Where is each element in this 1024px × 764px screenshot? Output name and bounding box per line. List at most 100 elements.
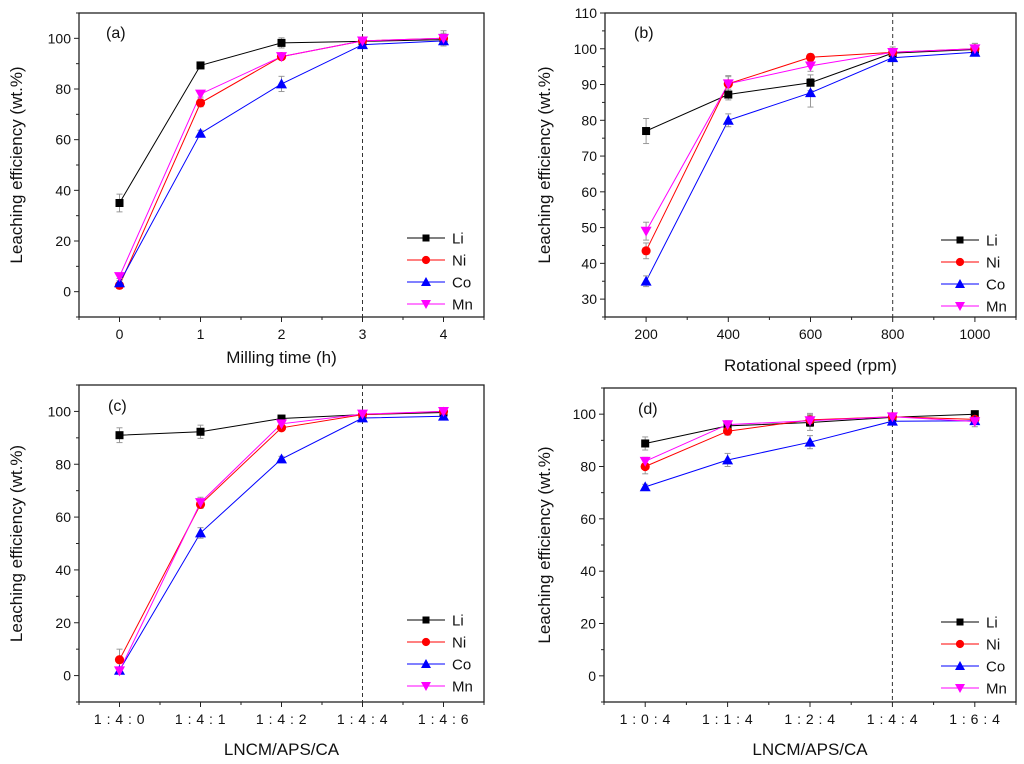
- data-point: [642, 127, 651, 136]
- y-tick-label: 100: [574, 41, 598, 57]
- data-point: [804, 436, 816, 447]
- legend-marker: [421, 300, 431, 309]
- y-tick-label: 100: [48, 403, 72, 419]
- legend-marker: [955, 684, 965, 693]
- legend-label: Li: [986, 615, 998, 632]
- data-point: [640, 275, 652, 286]
- x-tick-label: 1: [197, 326, 205, 342]
- data-point: [805, 61, 816, 72]
- legend-item: Li: [407, 613, 464, 630]
- data-point: [276, 453, 287, 464]
- legend-marker: [421, 637, 431, 647]
- x-tick-label: 400: [717, 326, 741, 342]
- legend-item: Mn: [407, 297, 473, 314]
- x-tick-label: 800: [881, 326, 905, 342]
- x-tick-label: 1 : 4 : 1: [175, 711, 226, 727]
- series-line: [119, 410, 444, 660]
- data-point: [805, 87, 816, 98]
- data-point: [115, 199, 124, 207]
- legend-marker: [421, 682, 431, 691]
- data-point: [276, 78, 287, 89]
- legend-item: Ni: [407, 253, 466, 270]
- series-line: [119, 37, 444, 286]
- y-tick-label: 90: [581, 77, 597, 93]
- y-tick-label: 40: [55, 182, 71, 198]
- legend: Li Ni Co Mn: [407, 613, 473, 696]
- y-tick-label: 40: [581, 255, 597, 271]
- data-point: [969, 44, 981, 55]
- legend-item: Ni: [941, 637, 1000, 654]
- data-point: [969, 417, 981, 427]
- markers-mn: [639, 412, 981, 467]
- x-tick-label: 4: [440, 326, 448, 342]
- x-tick-label: 1 : 4 : 6: [418, 711, 469, 727]
- data-point: [806, 78, 815, 87]
- legend-label: Ni: [452, 635, 466, 652]
- data-point: [887, 47, 899, 58]
- data-point: [722, 420, 734, 431]
- data-point: [114, 277, 125, 288]
- legend-item: Co: [407, 657, 471, 674]
- markers-ni: [114, 406, 449, 665]
- legend-item: Li: [407, 231, 464, 248]
- y-tick-label: 80: [55, 456, 71, 472]
- legend-label: Mn: [452, 297, 473, 314]
- legend-marker: [955, 302, 965, 311]
- data-point: [114, 272, 125, 282]
- data-point: [641, 246, 651, 256]
- chart-panel-b: 30 40 50 60 70 80 90 100 110 200 400 600 800 1000 Rota…: [535, 5, 1017, 375]
- data-point: [195, 498, 206, 509]
- data-point: [195, 98, 206, 108]
- data-point: [195, 127, 206, 138]
- legend-marker: [955, 279, 965, 288]
- series-ni: [116, 30, 447, 288]
- legend-label: Li: [452, 231, 464, 248]
- x-axis-label: Rotational speed (rpm): [724, 356, 897, 375]
- y-tick-label: 80: [55, 81, 71, 97]
- y-tick-label: 110: [575, 5, 598, 21]
- legend-label: Co: [986, 277, 1005, 294]
- data-point: [276, 52, 287, 63]
- y-axis-label: Leaching efficiency (wt.%): [535, 66, 554, 263]
- series-line: [119, 39, 444, 204]
- y-tick-label: 50: [581, 220, 597, 236]
- legend-item: Li: [941, 233, 998, 250]
- x-tick-label: 600: [799, 326, 823, 342]
- data-point: [804, 416, 816, 427]
- legend-marker: [956, 618, 964, 626]
- y-tick-label: 0: [588, 668, 596, 684]
- data-point: [438, 407, 449, 417]
- data-point: [641, 439, 650, 448]
- data-point: [970, 410, 979, 419]
- legend-label: Ni: [986, 255, 1000, 272]
- y-tick-label: 60: [55, 132, 71, 148]
- legend-marker: [956, 236, 964, 244]
- markers-co: [114, 410, 449, 675]
- y-tick-label: 40: [55, 562, 71, 578]
- legend-label: Co: [452, 657, 471, 674]
- legend-label: Li: [452, 613, 464, 630]
- data-point: [724, 90, 733, 99]
- data-point: [196, 61, 205, 70]
- legend-label: Mn: [986, 681, 1007, 698]
- markers-mn: [114, 407, 449, 677]
- legend-label: Mn: [986, 299, 1007, 316]
- series-co: [116, 35, 447, 286]
- series-ni: [116, 408, 447, 671]
- data-point: [723, 426, 733, 436]
- series-li: [116, 35, 447, 213]
- panel-label: (d): [638, 401, 658, 418]
- legend-label: Co: [452, 275, 471, 292]
- legend-item: Ni: [407, 635, 466, 652]
- legend-marker: [955, 639, 965, 649]
- legend: Li Ni Co Mn: [407, 231, 473, 314]
- y-tick-label: 0: [63, 668, 71, 684]
- legend-item: Mn: [941, 681, 1007, 698]
- plot-frame: [78, 384, 485, 703]
- y-tick-label: 60: [581, 184, 597, 200]
- y-tick-label: 0: [63, 284, 71, 300]
- legend-item: Co: [941, 277, 1005, 294]
- data-point: [357, 36, 368, 47]
- legend-label: Co: [986, 659, 1005, 676]
